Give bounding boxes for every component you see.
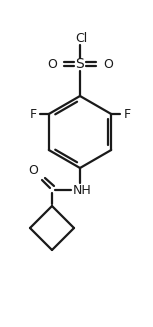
Text: F: F [29, 108, 36, 121]
Text: O: O [47, 58, 57, 71]
Text: NH: NH [73, 183, 91, 197]
Text: F: F [124, 108, 131, 121]
Text: O: O [28, 164, 38, 177]
Text: Cl: Cl [75, 32, 87, 45]
Text: S: S [76, 57, 84, 71]
Text: O: O [103, 58, 113, 71]
